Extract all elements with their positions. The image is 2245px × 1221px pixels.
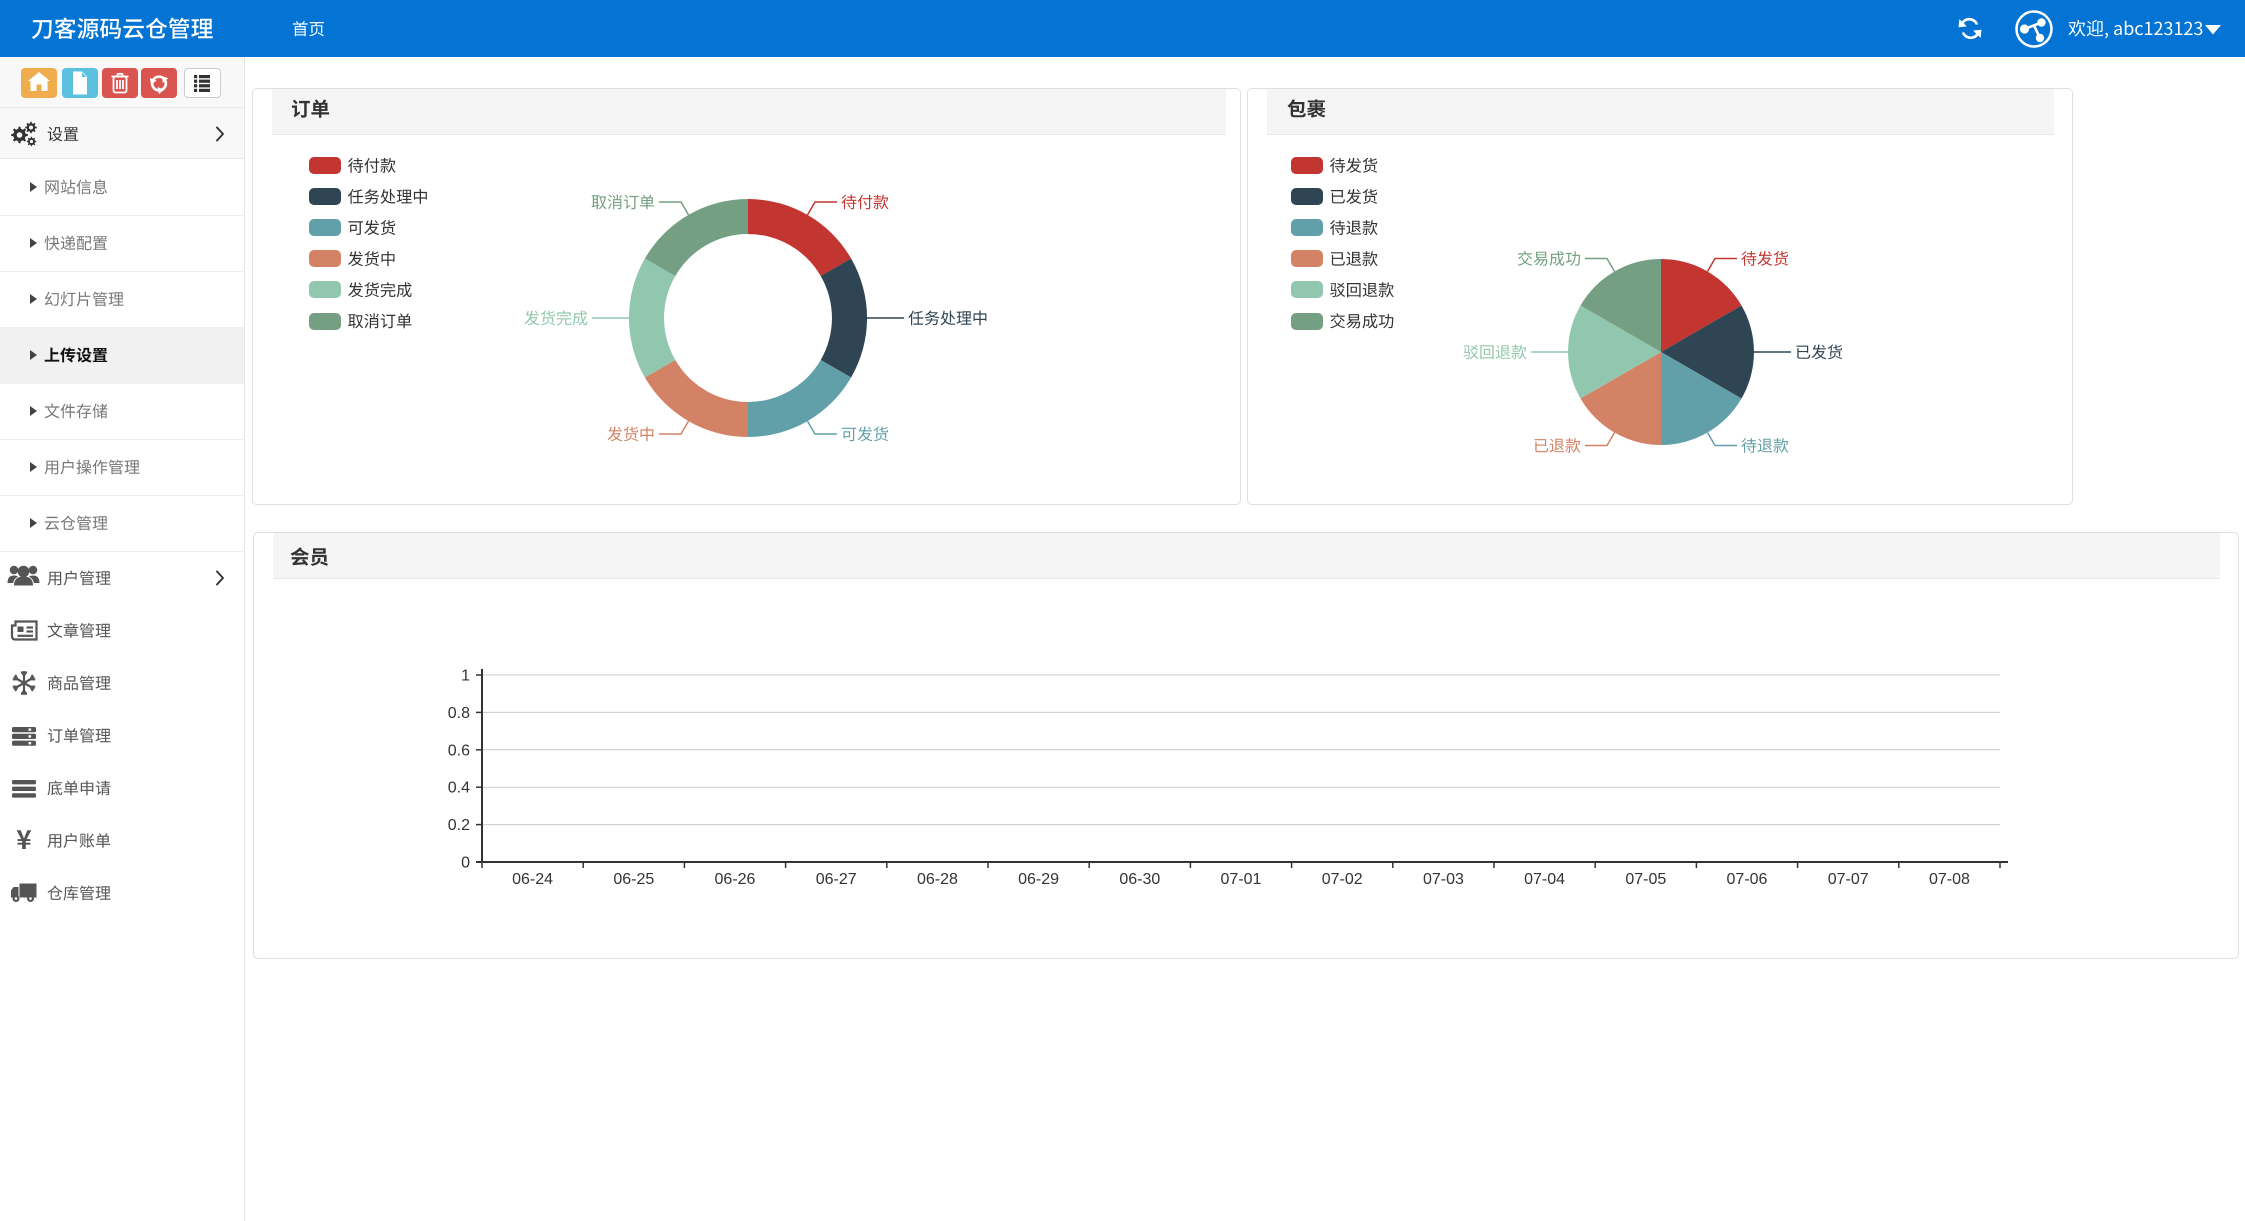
svg-text:07-03: 07-03 bbox=[1423, 871, 1464, 888]
svg-text:0.6: 0.6 bbox=[448, 742, 470, 759]
svg-text:07-08: 07-08 bbox=[1929, 871, 1970, 888]
svg-text:0.8: 0.8 bbox=[448, 705, 470, 722]
svg-text:1: 1 bbox=[461, 668, 470, 685]
svg-text:06-25: 06-25 bbox=[613, 871, 654, 888]
svg-text:06-24: 06-24 bbox=[512, 871, 553, 888]
svg-text:07-07: 07-07 bbox=[1828, 871, 1869, 888]
svg-text:07-04: 07-04 bbox=[1524, 871, 1565, 888]
svg-text:07-05: 07-05 bbox=[1625, 871, 1666, 888]
svg-text:06-27: 06-27 bbox=[816, 871, 857, 888]
svg-text:07-02: 07-02 bbox=[1322, 871, 1363, 888]
svg-text:07-01: 07-01 bbox=[1221, 871, 1262, 888]
svg-text:0: 0 bbox=[461, 855, 470, 872]
svg-text:0.2: 0.2 bbox=[448, 817, 470, 834]
svg-text:06-30: 06-30 bbox=[1119, 871, 1160, 888]
svg-text:07-06: 07-06 bbox=[1727, 871, 1768, 888]
svg-text:06-26: 06-26 bbox=[715, 871, 756, 888]
svg-text:0.4: 0.4 bbox=[448, 780, 470, 797]
svg-text:06-28: 06-28 bbox=[917, 871, 958, 888]
svg-text:06-29: 06-29 bbox=[1018, 871, 1059, 888]
